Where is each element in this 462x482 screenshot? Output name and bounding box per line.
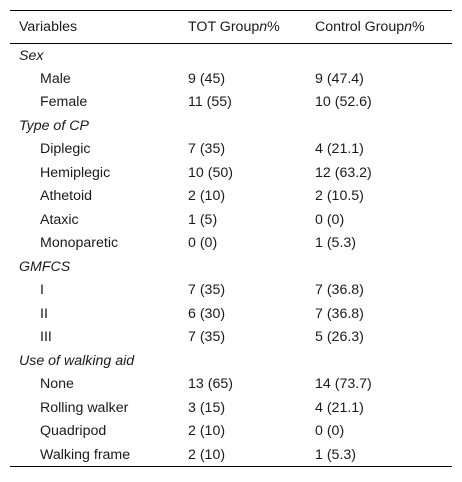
header-control-prefix: Control Group bbox=[315, 19, 405, 35]
tot-value: 11 (55) bbox=[188, 94, 232, 111]
header-tot-n: n bbox=[259, 19, 268, 35]
header-tot-group: TOT Groupn% bbox=[179, 11, 306, 44]
table-header: Variables TOT Groupn% Control Groupn% bbox=[10, 10, 452, 44]
control-value: 0 (0) bbox=[315, 211, 345, 228]
demographics-table-container: Variables TOT Groupn% Control Groupn% Se… bbox=[10, 10, 452, 467]
row-label: Monoparetic bbox=[40, 235, 119, 252]
table-row: Monoparetic 0 (0) 1 (5.3) bbox=[10, 232, 452, 256]
table-row: Rolling walker 3 (15) 4 (21.1) bbox=[10, 396, 452, 420]
header-control-group: Control Groupn% bbox=[306, 11, 452, 44]
row-label: Athetoid bbox=[40, 188, 93, 205]
control-value: 10 (52.6) bbox=[315, 94, 372, 111]
row-label: I bbox=[40, 282, 44, 299]
row-label: Female bbox=[40, 94, 88, 111]
control-value: 1 (5.3) bbox=[315, 446, 357, 463]
row-label: Male bbox=[40, 70, 71, 87]
table-row: Male 9 (45) 9 (47.4) bbox=[10, 67, 452, 91]
tot-value: 3 (15) bbox=[188, 399, 226, 416]
tot-value: 9 (45) bbox=[188, 70, 226, 87]
table-row: Ataxic 1 (5) 0 (0) bbox=[10, 208, 452, 232]
group-label: Use of walking aid bbox=[19, 352, 135, 369]
tot-value: 2 (10) bbox=[188, 423, 226, 440]
group-header-row: GMFCS bbox=[10, 255, 452, 279]
table-row: Hemiplegic 10 (50) 12 (63.2) bbox=[10, 161, 452, 185]
header-control-n: n bbox=[404, 19, 412, 35]
header-variables-text: Variables bbox=[19, 19, 78, 35]
group-label: Sex bbox=[19, 47, 44, 64]
table-row: II 6 (30) 7 (36.8) bbox=[10, 302, 452, 326]
row-label: II bbox=[40, 305, 48, 322]
group-header-row: Type of CP bbox=[10, 114, 452, 138]
header-control-suffix: % bbox=[412, 19, 425, 35]
control-value: 4 (21.1) bbox=[315, 399, 364, 416]
row-label: Diplegic bbox=[40, 141, 91, 158]
row-label: Hemiplegic bbox=[40, 164, 111, 181]
control-value: 1 (5.3) bbox=[315, 235, 357, 252]
control-value: 7 (36.8) bbox=[315, 305, 364, 322]
tot-value: 10 (50) bbox=[188, 164, 233, 181]
control-value: 2 (10.5) bbox=[315, 188, 364, 205]
tot-value: 2 (10) bbox=[188, 188, 226, 205]
tot-value: 0 (0) bbox=[188, 235, 218, 252]
row-label: Walking frame bbox=[40, 446, 131, 463]
tot-value: 7 (35) bbox=[188, 329, 226, 346]
tot-value: 7 (35) bbox=[188, 282, 226, 299]
header-tot-prefix: TOT Group bbox=[188, 19, 260, 35]
tot-value: 2 (10) bbox=[188, 446, 226, 463]
control-value: 9 (47.4) bbox=[315, 70, 364, 87]
row-label: None bbox=[40, 376, 74, 393]
control-value: 12 (63.2) bbox=[315, 164, 372, 181]
group-label: GMFCS bbox=[19, 258, 71, 275]
table-row: III 7 (35) 5 (26.3) bbox=[10, 326, 452, 350]
tot-value: 1 (5) bbox=[188, 211, 218, 228]
group-header-row: Use of walking aid bbox=[10, 349, 452, 373]
tot-value: 13 (65) bbox=[188, 376, 233, 393]
table-row: Athetoid 2 (10) 2 (10.5) bbox=[10, 185, 452, 209]
table-row: I 7 (35) 7 (36.8) bbox=[10, 279, 452, 303]
control-value: 0 (0) bbox=[315, 423, 345, 440]
control-value: 7 (36.8) bbox=[315, 282, 364, 299]
group-label: Type of CP bbox=[19, 117, 89, 134]
row-label: Rolling walker bbox=[40, 399, 129, 416]
group-header-row: Sex bbox=[10, 44, 452, 68]
header-row: Variables TOT Groupn% Control Groupn% bbox=[10, 10, 452, 44]
table-row: Walking frame 2 (10) 1 (5.3) bbox=[10, 443, 452, 467]
table-row: None 13 (65) 14 (73.7) bbox=[10, 373, 452, 397]
header-variables: Variables bbox=[10, 11, 179, 44]
tot-value: 7 (35) bbox=[188, 141, 226, 158]
control-value: 5 (26.3) bbox=[315, 329, 364, 346]
header-tot-suffix: % bbox=[267, 19, 280, 35]
control-value: 4 (21.1) bbox=[315, 141, 364, 158]
demographics-table: Variables TOT Groupn% Control Groupn% Se… bbox=[10, 10, 452, 467]
table-body: Sex Male 9 (45) 9 (47.4) Female 11 (55) 10 (52… bbox=[10, 44, 452, 467]
table-row: Female 11 (55) 10 (52.6) bbox=[10, 91, 452, 115]
table-row: Quadripod 2 (10) 0 (0) bbox=[10, 420, 452, 444]
control-value: 14 (73.7) bbox=[315, 376, 372, 393]
row-label: III bbox=[40, 329, 52, 346]
tot-value: 6 (30) bbox=[188, 305, 226, 322]
table-row: Diplegic 7 (35) 4 (21.1) bbox=[10, 138, 452, 162]
row-label: Ataxic bbox=[40, 211, 79, 228]
row-label: Quadripod bbox=[40, 423, 107, 440]
